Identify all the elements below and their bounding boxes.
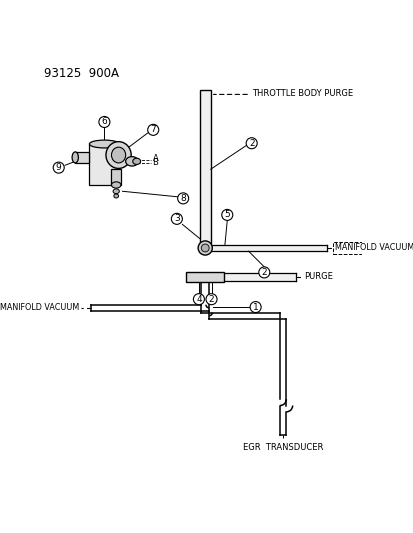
Text: 8: 8 — [180, 194, 185, 203]
Circle shape — [206, 294, 216, 305]
Bar — [199, 91, 210, 244]
Circle shape — [249, 302, 261, 312]
Ellipse shape — [89, 140, 119, 148]
Ellipse shape — [126, 157, 138, 166]
Circle shape — [99, 116, 109, 127]
FancyBboxPatch shape — [89, 144, 119, 185]
Ellipse shape — [111, 147, 126, 163]
Bar — [75, 152, 89, 163]
Ellipse shape — [72, 152, 78, 163]
Circle shape — [53, 162, 64, 173]
Circle shape — [201, 244, 209, 252]
Text: 2: 2 — [208, 295, 214, 304]
Circle shape — [198, 241, 212, 255]
Text: 1: 1 — [252, 303, 258, 312]
Bar — [186, 272, 223, 282]
Text: 5: 5 — [224, 211, 230, 220]
Text: MANIFOLD VACUUM: MANIFOLD VACUUM — [335, 243, 413, 252]
Ellipse shape — [113, 189, 119, 193]
Text: 3: 3 — [173, 214, 179, 223]
Circle shape — [147, 124, 158, 135]
Text: THROTTLE BODY PURGE: THROTTLE BODY PURGE — [252, 89, 353, 98]
Circle shape — [221, 209, 232, 221]
Text: PURGE: PURGE — [303, 272, 332, 281]
Text: 2: 2 — [261, 268, 266, 277]
Text: A: A — [152, 155, 158, 164]
Text: 9: 9 — [56, 163, 62, 172]
Circle shape — [193, 294, 204, 305]
Bar — [111, 169, 121, 185]
Circle shape — [258, 267, 269, 278]
Circle shape — [246, 138, 256, 149]
Ellipse shape — [106, 142, 131, 168]
Circle shape — [171, 213, 182, 224]
Ellipse shape — [111, 182, 121, 188]
Text: 6: 6 — [101, 117, 107, 126]
Text: EGR  TRANSDUCER: EGR TRANSDUCER — [242, 443, 323, 453]
Text: 93125  900A: 93125 900A — [44, 67, 119, 80]
Text: 7: 7 — [150, 125, 156, 134]
Circle shape — [177, 193, 188, 204]
Ellipse shape — [133, 158, 140, 165]
Text: MANIFOLD VACUUM: MANIFOLD VACUUM — [0, 303, 79, 312]
Text: 2: 2 — [248, 139, 254, 148]
Text: B: B — [152, 158, 158, 167]
Ellipse shape — [114, 194, 118, 198]
Text: 4: 4 — [196, 295, 201, 304]
